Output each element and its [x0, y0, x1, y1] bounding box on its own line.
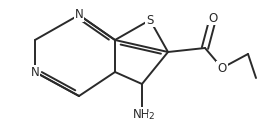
Text: N: N	[75, 8, 83, 21]
Text: NH: NH	[133, 108, 151, 121]
Text: N: N	[31, 66, 39, 79]
Text: O: O	[217, 61, 227, 74]
Text: O: O	[208, 11, 218, 24]
Text: S: S	[146, 14, 154, 27]
Text: 2: 2	[149, 112, 154, 121]
